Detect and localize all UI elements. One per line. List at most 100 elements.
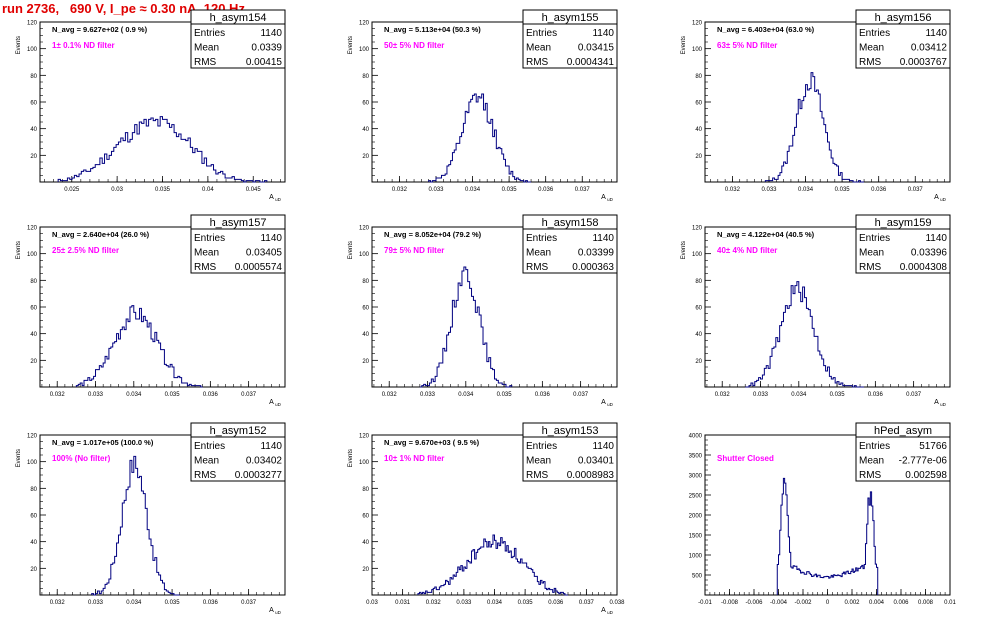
stats-entries-value: 1140 [592, 28, 614, 39]
stats-rms-value: 0.0003277 [235, 470, 283, 481]
histogram-line [745, 281, 864, 388]
histogram-name: h_asym158 [542, 217, 599, 229]
stats-mean-value: 0.03405 [246, 248, 283, 259]
stats-entries-label: Entries [859, 233, 890, 244]
x-tick-label: 0.032 [426, 600, 442, 606]
stats-entries-label: Entries [526, 441, 557, 452]
x-tick-label: 0.033 [88, 600, 104, 606]
y-tick-label: 60 [30, 514, 37, 520]
y-tick-label: 500 [692, 574, 703, 580]
y-tick-label: 80 [362, 74, 369, 80]
x-tick-label: 0.006 [893, 600, 909, 606]
x-tick-label: 0.036 [203, 600, 219, 606]
filter-annotation: 10± 1% ND filter [384, 454, 444, 463]
stats-mean-label: Mean [526, 248, 551, 259]
stats-mean-label: Mean [859, 43, 884, 54]
y-tick-label: 80 [695, 74, 702, 80]
x-tick-label: 0.034 [126, 600, 142, 606]
histogram-line [419, 266, 513, 388]
x-tick-label: 0.037 [575, 187, 591, 193]
stats-rms-label: RMS [526, 57, 549, 68]
histogram-name: h_asym155 [542, 12, 599, 24]
x-tick-label: 0.036 [868, 392, 884, 398]
y-tick-label: 2000 [689, 514, 703, 520]
stats-mean-value: 0.03396 [911, 248, 948, 259]
x-tick-label: 0.034 [126, 392, 142, 398]
stats-rms-label: RMS [859, 57, 882, 68]
y-axis-label: Events [16, 36, 22, 54]
stats-entries-label: Entries [526, 28, 557, 39]
stats-entries-value: 1140 [925, 233, 947, 244]
y-tick-label: 20 [362, 359, 369, 365]
histogram-name: h_asym159 [875, 217, 932, 229]
stats-entries-label: Entries [859, 28, 890, 39]
x-tick-label: 0.033 [753, 392, 769, 398]
y-tick-label: 3500 [689, 454, 703, 460]
y-tick-label: 120 [27, 21, 38, 27]
stats-entries-value: 1140 [925, 28, 947, 39]
stats-rms-value: 0.00415 [246, 57, 283, 68]
x-axis-label: A uD [601, 399, 613, 407]
histogram-name: h_asym153 [542, 425, 599, 437]
x-tick-label: 0.032 [715, 392, 731, 398]
x-tick-label: 0.032 [392, 187, 408, 193]
y-tick-label: 100 [27, 47, 38, 53]
histogram-panel-h_asym152: 20 40 60 80 100 120 0.032 0.033 0.034 0.035 0.036 0… [16, 422, 286, 615]
x-tick-label: 0.036 [871, 187, 887, 193]
histogram-name: h_asym156 [875, 12, 932, 24]
histogram-panel-h_asym157: 20 40 60 80 100 120 0.032 0.033 0.034 0.035 0.036 0… [16, 214, 286, 407]
stats-rms-label: RMS [194, 57, 217, 68]
y-axis-label: Events [348, 449, 354, 467]
n-avg-label: N_avg = 9.627e+02 ( 0.9 %) [52, 25, 148, 34]
y-tick-label: 40 [362, 127, 369, 133]
y-tick-label: 100 [27, 460, 38, 466]
y-tick-label: 40 [30, 540, 37, 546]
y-tick-label: 120 [359, 434, 370, 440]
y-tick-label: 2500 [689, 494, 703, 500]
stats-rms-label: RMS [526, 470, 549, 481]
histogram-panel-h_asym156: 20 40 60 80 100 120 0.032 0.033 0.034 0.035 0.036 0… [681, 9, 951, 202]
y-tick-label: 100 [27, 252, 38, 258]
x-tick-label: 0.034 [798, 187, 814, 193]
y-tick-label: 1000 [689, 554, 703, 560]
x-tick-label: 0.034 [458, 392, 474, 398]
x-tick-label: 0.034 [487, 600, 503, 606]
stats-entries-label: Entries [194, 233, 225, 244]
stats-box [522, 422, 618, 482]
x-axis-label: A uD [269, 399, 281, 407]
x-axis-label: A uD [601, 607, 613, 615]
y-tick-label: 120 [692, 21, 703, 27]
histogram-name: h_asym157 [210, 217, 267, 229]
y-tick-label: 100 [692, 47, 703, 53]
stats-rms-value: 0.0005574 [235, 262, 283, 273]
histogram-line [776, 477, 879, 595]
y-tick-label: 100 [692, 252, 703, 258]
y-axis-label: Events [16, 241, 22, 259]
y-tick-label: 60 [362, 101, 369, 107]
x-tick-label: -0.004 [770, 600, 788, 606]
y-axis-label: Events [348, 36, 354, 54]
x-axis-label: A uD [934, 399, 946, 407]
y-axis-label: Events [16, 449, 22, 467]
histogram-line [75, 305, 203, 388]
y-tick-label: 40 [30, 127, 37, 133]
y-tick-label: 100 [359, 47, 370, 53]
y-tick-label: 60 [30, 101, 37, 107]
x-tick-label: 0.035 [518, 600, 534, 606]
x-tick-label: 0.036 [203, 392, 219, 398]
x-tick-label: 0.033 [420, 392, 436, 398]
x-tick-label: -0.008 [721, 600, 739, 606]
stats-box [522, 214, 618, 274]
y-tick-label: 40 [30, 332, 37, 338]
x-tick-label: 0.03 [366, 600, 378, 606]
histogram-panel-h_asym159: 20 40 60 80 100 120 0.032 0.033 0.034 0.035 0.036 0… [681, 214, 951, 407]
stats-mean-value: 0.03401 [578, 456, 615, 467]
stats-box [855, 9, 951, 69]
stats-box [190, 422, 286, 482]
x-tick-label: 0.035 [502, 187, 518, 193]
x-tick-label: 0.037 [241, 392, 257, 398]
x-tick-label: 0.034 [791, 392, 807, 398]
filter-annotation: 63± 5% ND filter [717, 41, 777, 50]
y-tick-label: 60 [30, 306, 37, 312]
y-tick-label: 60 [695, 101, 702, 107]
